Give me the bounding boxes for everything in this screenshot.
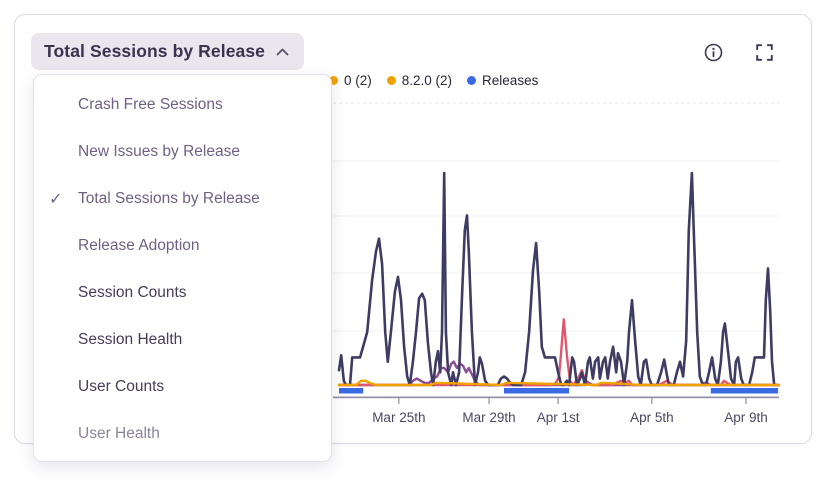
x-axis-label: Apr 5th: [630, 410, 674, 425]
fullscreen-icon[interactable]: [756, 44, 773, 61]
checkmark-icon: ✓: [49, 190, 63, 208]
legend-dot-icon: [386, 75, 396, 85]
legend-label: 0 (2): [344, 72, 372, 88]
dropdown-item-list: Crash Free Sessions New Issues by Release…: [34, 81, 331, 457]
x-axis-label: Apr 1st: [536, 410, 580, 425]
menu-item-session-health[interactable]: Session Health: [34, 316, 331, 363]
legend-dot-icon: [467, 75, 477, 85]
menu-item-user-counts[interactable]: User Counts: [34, 363, 331, 410]
legend-label: 8.2.0 (2): [401, 72, 453, 88]
menu-item-label: Session Health: [78, 330, 183, 348]
series-line: [337, 379, 781, 387]
legend-item[interactable]: Releases: [467, 73, 538, 88]
x-axis-label: Mar 25th: [372, 410, 426, 425]
sessions-chart: [333, 102, 781, 404]
menu-item-user-health[interactable]: User Health: [34, 410, 331, 457]
series-line: [337, 171, 779, 387]
x-axis-label: Apr 9th: [724, 410, 768, 425]
widget-title: Total Sessions by Release: [44, 41, 266, 61]
menu-item-total-sessions-by-release[interactable]: ✓ Total Sessions by Release: [34, 175, 331, 222]
widget-actions: [704, 43, 773, 62]
chevron-up-icon: [276, 48, 289, 56]
menu-item-label: Total Sessions by Release: [78, 189, 260, 207]
legend-label: Releases: [482, 72, 539, 88]
legend-item[interactable]: 8.2.0 (2): [386, 72, 453, 88]
chart-legend: 0 (2) 8.2.0 (2) Releases: [329, 71, 538, 89]
menu-item-crash-free-sessions[interactable]: Crash Free Sessions: [34, 81, 331, 128]
menu-item-label: Release Adoption: [78, 236, 200, 254]
menu-item-label: Session Counts: [78, 283, 187, 301]
menu-item-label: User Health: [78, 424, 160, 442]
menu-item-new-issues-by-release[interactable]: New Issues by Release: [34, 128, 331, 175]
info-icon[interactable]: [704, 43, 723, 62]
release-bar: [710, 388, 779, 394]
widget-type-dropdown-menu: Crash Free Sessions New Issues by Release…: [33, 74, 332, 462]
x-axis-label: Mar 29th: [462, 410, 516, 425]
menu-item-release-adoption[interactable]: Release Adoption: [34, 222, 331, 269]
x-axis-line: [333, 396, 779, 399]
menu-item-label: New Issues by Release: [78, 142, 240, 160]
menu-item-label: User Counts: [78, 377, 165, 395]
legend-dot-icon: [329, 75, 338, 85]
menu-item-label: Crash Free Sessions: [78, 95, 223, 113]
widget-title-dropdown-button[interactable]: Total Sessions by Release: [31, 33, 305, 70]
menu-item-session-counts[interactable]: Session Counts: [34, 269, 331, 316]
release-bar: [339, 388, 364, 394]
release-bar: [504, 388, 570, 394]
legend-item-clipped: 0 (2): [329, 73, 372, 88]
